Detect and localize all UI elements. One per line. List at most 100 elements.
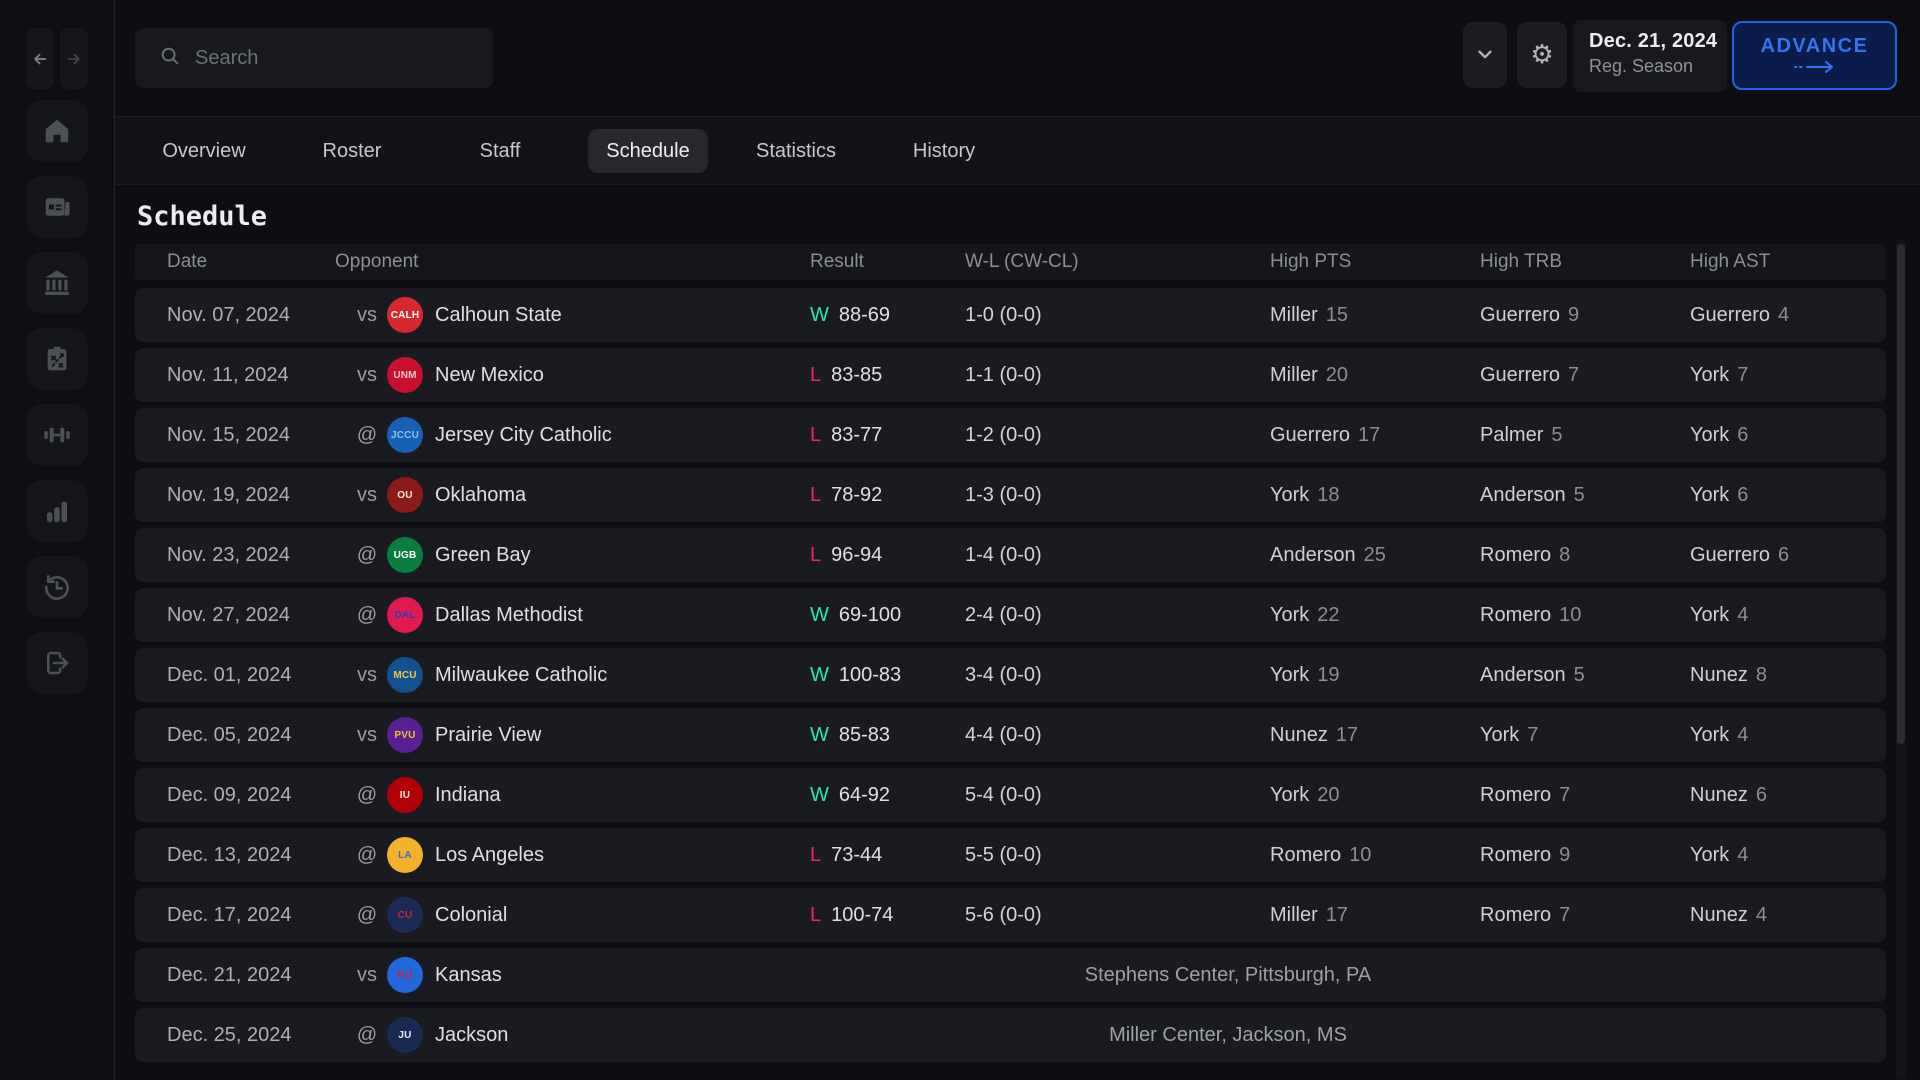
- back-button[interactable]: [26, 28, 54, 89]
- table-row[interactable]: Dec. 21, 2024 vs KU Kansas Stephens Cent…: [135, 948, 1886, 1002]
- team-name[interactable]: Jackson: [435, 1023, 509, 1046]
- sidebar-item-tactics[interactable]: [26, 328, 88, 390]
- tab-statistics[interactable]: Statistics: [755, 139, 837, 162]
- team-logo: JU: [387, 1017, 423, 1053]
- high-trb-cell: Romero 10: [1480, 604, 1690, 627]
- team-name[interactable]: Prairie View: [435, 723, 542, 746]
- sidebar-item-finances[interactable]: [26, 252, 88, 314]
- home-away-indicator: vs: [357, 663, 377, 686]
- sidebar-item-training[interactable]: [26, 404, 88, 466]
- team-name[interactable]: Milwaukee Catholic: [435, 663, 608, 686]
- tab-schedule[interactable]: Schedule: [588, 128, 708, 173]
- table-row[interactable]: Dec. 13, 2024 @ LA Los Angeles L 73-44 5…: [135, 828, 1886, 882]
- high-trb-cell: Guerrero 7: [1480, 364, 1690, 387]
- team-name[interactable]: Kansas: [435, 963, 502, 986]
- high-ast-value: 4: [1737, 723, 1749, 746]
- team-name[interactable]: Oklahoma: [435, 483, 527, 506]
- table-row[interactable]: Dec. 05, 2024 vs PVU Prairie View W 85-8…: [135, 708, 1886, 762]
- home-away-indicator: @: [356, 603, 378, 626]
- high-trb-player: Guerrero: [1480, 363, 1561, 386]
- team-name[interactable]: Indiana: [435, 783, 501, 806]
- team-logo: UGB: [387, 537, 423, 573]
- sidebar-item-home[interactable]: [26, 100, 88, 162]
- team-name[interactable]: Los Angeles: [435, 843, 544, 866]
- record: 4-4 (0-0): [965, 723, 1042, 746]
- high-trb-value: 9: [1559, 843, 1571, 866]
- table-row[interactable]: Nov. 11, 2024 vs UNM New Mexico L 83-85 …: [135, 348, 1886, 402]
- score: 100-74: [831, 903, 894, 926]
- collapse-button[interactable]: [1463, 22, 1507, 88]
- gear-icon: ⚙: [1530, 40, 1554, 70]
- advance-button[interactable]: ADVANCE: [1732, 21, 1897, 90]
- high-trb-cell: Romero 7: [1480, 904, 1690, 927]
- score: 83-77: [831, 423, 883, 446]
- team-name[interactable]: Colonial: [435, 903, 508, 926]
- high-pts-player: Miller: [1270, 363, 1318, 386]
- tab-history[interactable]: History: [912, 139, 976, 162]
- game-date: Dec. 13, 2024: [167, 843, 292, 866]
- high-trb-player: Palmer: [1480, 423, 1544, 446]
- col-high-pts: High PTS: [1270, 251, 1352, 272]
- high-ast-value: 4: [1737, 843, 1749, 866]
- high-ast-player: Nunez: [1690, 663, 1748, 686]
- team-name[interactable]: Green Bay: [435, 543, 531, 566]
- team-logo: DAL: [387, 597, 423, 633]
- team-name[interactable]: Calhoun State: [435, 303, 562, 326]
- game-date: Dec. 09, 2024: [167, 783, 292, 806]
- scrollbar-track[interactable]: [1896, 240, 1906, 1080]
- high-trb-player: Anderson: [1480, 663, 1566, 686]
- game-date-widget: Dec. 21, 2024 Reg. Season: [1573, 20, 1727, 92]
- team-tabs: Overview Roster Staff Schedule Statistic…: [115, 117, 1920, 185]
- scrollbar-thumb[interactable]: [1897, 244, 1905, 744]
- high-ast-player: Guerrero: [1690, 303, 1771, 326]
- tab-overview[interactable]: Overview: [162, 139, 246, 162]
- score: 88-69: [838, 303, 891, 326]
- result-letter: L: [810, 843, 822, 866]
- high-pts-value: 17: [1325, 903, 1349, 926]
- team-name[interactable]: Dallas Methodist: [435, 603, 583, 626]
- high-trb-player: Romero: [1480, 543, 1552, 566]
- result-letter: W: [810, 303, 829, 326]
- high-pts-cell: Miller 20: [1270, 364, 1480, 387]
- forward-button[interactable]: [60, 28, 88, 89]
- team-name[interactable]: Jersey City Catholic: [435, 423, 612, 446]
- table-row[interactable]: Nov. 23, 2024 @ UGB Green Bay L 96-94 1-…: [135, 528, 1886, 582]
- table-row[interactable]: Nov. 15, 2024 @ JCCU Jersey City Catholi…: [135, 408, 1886, 462]
- forward-arrow-icon: [65, 50, 83, 68]
- tab-roster[interactable]: Roster: [322, 139, 382, 162]
- sidebar-item-history[interactable]: [26, 556, 88, 618]
- sidebar-item-statistics[interactable]: [26, 480, 88, 542]
- opponent-cell: @ LA Los Angeles: [335, 837, 810, 873]
- score: 78-92: [831, 483, 883, 506]
- high-trb-player: Romero: [1480, 783, 1552, 806]
- high-pts-cell: Miller 17: [1270, 904, 1480, 927]
- tab-staff[interactable]: Staff: [479, 139, 521, 162]
- result-letter: L: [810, 543, 822, 566]
- table-row[interactable]: Dec. 01, 2024 vs MCU Milwaukee Catholic …: [135, 648, 1886, 702]
- high-trb-value: 7: [1559, 903, 1571, 926]
- record: 1-2 (0-0): [965, 423, 1042, 446]
- table-row[interactable]: Nov. 27, 2024 @ DAL Dallas Methodist W 6…: [135, 588, 1886, 642]
- high-ast-cell: York 6: [1690, 424, 1886, 447]
- high-trb-value: 7: [1527, 723, 1539, 746]
- table-row[interactable]: Dec. 09, 2024 @ IU Indiana W 64-92 5-4 (…: [135, 768, 1886, 822]
- search-input[interactable]: [195, 46, 455, 70]
- table-row[interactable]: Dec. 17, 2024 @ CU Colonial L 100-74 5-6…: [135, 888, 1886, 942]
- team-logo: JCCU: [387, 417, 423, 453]
- high-ast-value: 6: [1778, 543, 1790, 566]
- settings-button[interactable]: ⚙: [1517, 22, 1567, 88]
- col-result: Result: [810, 251, 864, 272]
- high-ast-value: 6: [1737, 483, 1749, 506]
- record: 1-3 (0-0): [965, 483, 1042, 506]
- high-pts-value: 17: [1335, 723, 1359, 746]
- table-row[interactable]: Nov. 07, 2024 vs CALH Calhoun State W 88…: [135, 288, 1886, 342]
- game-date: Nov. 07, 2024: [167, 303, 291, 326]
- table-row[interactable]: Dec. 25, 2024 @ JU Jackson Miller Center…: [135, 1008, 1886, 1062]
- team-name[interactable]: New Mexico: [435, 363, 544, 386]
- col-high-ast: High AST: [1690, 251, 1771, 272]
- home-away-indicator: @: [356, 903, 378, 926]
- table-row[interactable]: Nov. 19, 2024 vs OU Oklahoma L 78-92 1-3…: [135, 468, 1886, 522]
- sidebar-item-news[interactable]: [26, 176, 88, 238]
- search-box: [135, 28, 493, 88]
- sidebar-item-exit[interactable]: [26, 632, 88, 694]
